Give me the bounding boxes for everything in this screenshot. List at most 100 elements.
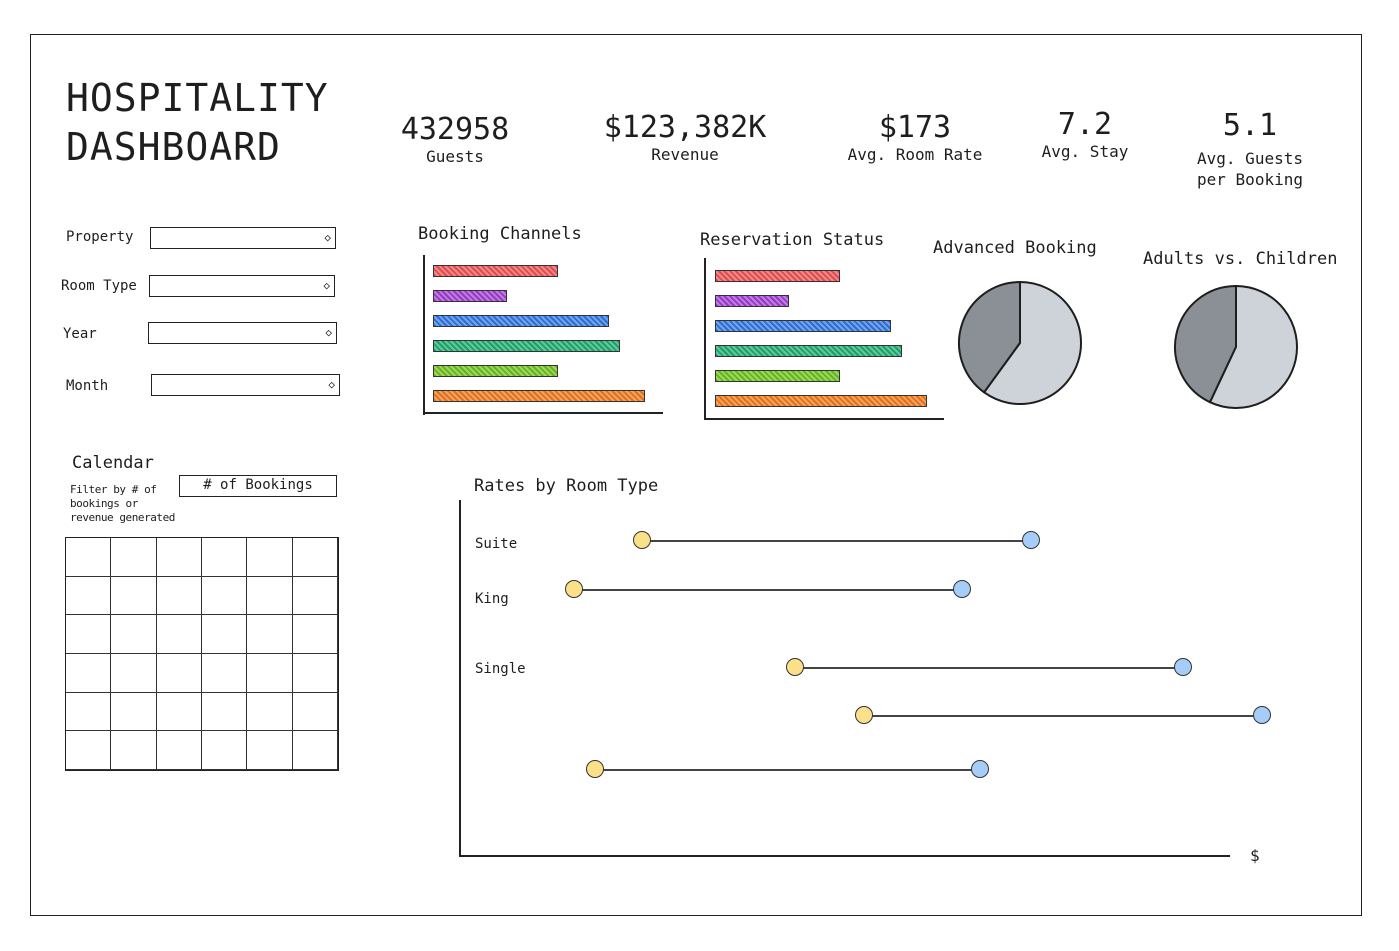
low-rate-dot[interactable] bbox=[786, 658, 805, 676]
calendar-cell[interactable] bbox=[201, 654, 248, 693]
bar[interactable] bbox=[433, 365, 559, 377]
rates-title: Rates by Room Type bbox=[474, 476, 659, 496]
high-rate-dot[interactable] bbox=[952, 580, 971, 598]
calendar-cell[interactable] bbox=[66, 615, 112, 654]
bar[interactable] bbox=[715, 345, 902, 357]
calendar-cell[interactable] bbox=[156, 576, 202, 616]
bar[interactable] bbox=[715, 370, 841, 382]
calendar-cell[interactable] bbox=[111, 538, 157, 577]
bar[interactable] bbox=[715, 320, 891, 332]
pie-slice[interactable] bbox=[958, 280, 1021, 394]
calendar-cell[interactable] bbox=[247, 731, 293, 770]
title-line-1: HOSPITALITY bbox=[66, 76, 329, 120]
pie-slice[interactable] bbox=[1208, 284, 1298, 409]
high-rate-dot[interactable] bbox=[1022, 531, 1041, 549]
bar[interactable] bbox=[715, 295, 790, 307]
calendar-cell[interactable] bbox=[292, 692, 338, 732]
calendar-cell[interactable] bbox=[66, 654, 112, 693]
high-rate-dot[interactable] bbox=[1174, 658, 1193, 676]
bar[interactable] bbox=[433, 340, 620, 352]
calendar-grid[interactable] bbox=[65, 537, 339, 771]
low-rate-dot[interactable] bbox=[632, 531, 651, 549]
low-rate-dot[interactable] bbox=[564, 580, 583, 598]
pie-slice[interactable] bbox=[982, 280, 1082, 405]
adults-children-pie bbox=[1174, 284, 1298, 409]
filter-property-select[interactable]: ◇ bbox=[150, 227, 336, 249]
reservation-status-title: Reservation Status bbox=[700, 230, 885, 250]
kpi-label: Avg. Room Rate bbox=[847, 145, 983, 164]
bar[interactable] bbox=[433, 290, 508, 302]
calendar-cell[interactable] bbox=[247, 576, 293, 616]
chevron-icon: ◇ bbox=[325, 326, 332, 339]
booking-channels-title: Booking Channels bbox=[418, 224, 582, 244]
calendar-cell[interactable] bbox=[292, 615, 338, 654]
low-rate-dot[interactable] bbox=[854, 706, 873, 724]
range-line bbox=[595, 769, 980, 771]
reservation-status-y-axis bbox=[704, 258, 706, 420]
advanced-booking-title: Advanced Booking bbox=[933, 238, 1097, 258]
calendar-cell[interactable] bbox=[247, 692, 293, 732]
calendar-metric-toggle[interactable]: # of Bookings bbox=[179, 475, 337, 497]
calendar-cell[interactable] bbox=[111, 576, 157, 616]
calendar-cell[interactable] bbox=[201, 615, 248, 654]
calendar-cell[interactable] bbox=[201, 538, 248, 577]
rates-x-axis-label: $ bbox=[1250, 846, 1260, 865]
bar[interactable] bbox=[715, 270, 841, 282]
kpi-value: 432958 bbox=[400, 112, 510, 147]
page-title: HOSPITALITY DASHBOARD bbox=[66, 74, 329, 172]
calendar-cell[interactable] bbox=[292, 654, 338, 693]
calendar-cell[interactable] bbox=[66, 538, 112, 577]
calendar-cell[interactable] bbox=[201, 692, 248, 732]
filter-year-select[interactable]: ◇ bbox=[148, 322, 337, 344]
calendar-cell[interactable] bbox=[156, 654, 202, 693]
booking-channels-y-axis bbox=[423, 255, 425, 415]
kpi-guests: 432958 Guests bbox=[385, 114, 525, 167]
filter-room-type-label: Room Type bbox=[61, 278, 137, 294]
calendar-cell[interactable] bbox=[292, 731, 338, 770]
calendar-hint: Filter by # of bookings or revenue gener… bbox=[70, 483, 175, 524]
chevron-icon: ◇ bbox=[324, 231, 331, 244]
calendar-cell[interactable] bbox=[156, 692, 202, 732]
kpi-label: Avg. Stay bbox=[1041, 142, 1129, 161]
calendar-cell[interactable] bbox=[247, 538, 293, 577]
calendar-cell[interactable] bbox=[66, 731, 112, 770]
calendar-cell[interactable] bbox=[66, 576, 112, 616]
filter-room-type-select[interactable]: ◇ bbox=[149, 275, 335, 297]
filter-year-label: Year bbox=[63, 326, 97, 342]
kpi-label: Avg. Guests bbox=[1197, 149, 1303, 168]
low-rate-dot[interactable] bbox=[586, 760, 605, 778]
kpi-revenue: $123,382K Revenue bbox=[590, 112, 780, 165]
calendar-cell[interactable] bbox=[201, 731, 248, 770]
bar[interactable] bbox=[433, 265, 559, 277]
kpi-label: Guests bbox=[426, 147, 484, 166]
calendar-cell[interactable] bbox=[111, 731, 157, 770]
calendar-cell[interactable] bbox=[111, 654, 157, 693]
rates-y-axis bbox=[459, 500, 461, 856]
booking-channels-x-axis bbox=[423, 412, 663, 414]
calendar-cell[interactable] bbox=[66, 692, 112, 732]
chevron-icon: ◇ bbox=[323, 279, 330, 292]
calendar-cell[interactable] bbox=[156, 731, 202, 770]
room-type-label: Suite bbox=[475, 536, 518, 552]
high-rate-dot[interactable] bbox=[1253, 706, 1272, 724]
range-line bbox=[573, 589, 962, 591]
kpi-value: 7.2 bbox=[1057, 107, 1113, 142]
bar[interactable] bbox=[715, 395, 927, 407]
calendar-cell[interactable] bbox=[247, 654, 293, 693]
pie-slice[interactable] bbox=[1174, 284, 1237, 404]
calendar-cell[interactable] bbox=[247, 615, 293, 654]
high-rate-dot[interactable] bbox=[970, 760, 989, 778]
calendar-cell[interactable] bbox=[292, 538, 338, 577]
bar[interactable] bbox=[433, 315, 609, 327]
filter-month-select[interactable]: ◇ bbox=[151, 374, 340, 396]
bar[interactable] bbox=[433, 390, 645, 402]
calendar-cell[interactable] bbox=[156, 538, 202, 577]
calendar-cell[interactable] bbox=[292, 576, 338, 616]
kpi-avg-stay: 7.2 Avg. Stay bbox=[1030, 109, 1140, 162]
calendar-cell[interactable] bbox=[111, 615, 157, 654]
calendar-cell[interactable] bbox=[156, 615, 202, 654]
calendar-cell[interactable] bbox=[111, 692, 157, 732]
calendar-cell[interactable] bbox=[201, 576, 248, 616]
kpi-value: $173 bbox=[878, 110, 952, 145]
